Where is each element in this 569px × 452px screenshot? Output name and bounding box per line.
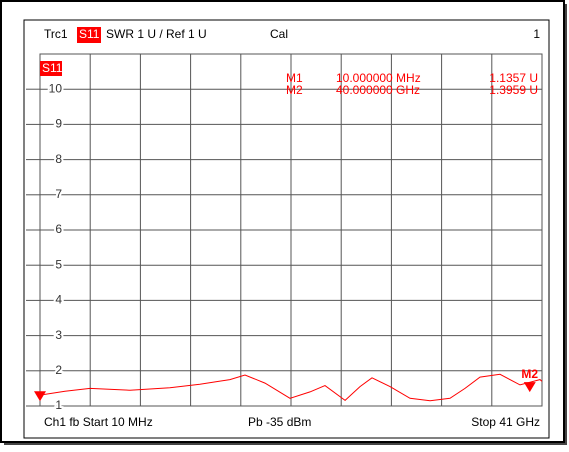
marker-label: M2: [521, 367, 538, 381]
trace-label: S11: [42, 61, 63, 75]
cal: Cal: [270, 27, 288, 41]
marker-readout-value: 1.1357 U: [489, 71, 538, 85]
marker-readout-freq: 10.000000 MHz: [336, 71, 421, 85]
marker-readout-value: 1.3959 U: [489, 83, 538, 97]
y-tick-label: 6: [55, 222, 62, 236]
trace-name: Trc1: [44, 27, 68, 41]
y-tick-label: 10: [49, 81, 63, 95]
marker: [523, 382, 536, 393]
marker: [34, 391, 46, 402]
y-tick-label: 9: [55, 117, 62, 131]
footer-power: Pb -35 dBm: [248, 415, 311, 429]
y-tick-label: 1: [55, 398, 62, 412]
channel-number: 1: [533, 27, 540, 41]
y-tick-label: 4: [55, 293, 62, 307]
y-tick-label: 5: [55, 257, 62, 271]
footer-stop: Stop 41 GHz: [471, 415, 540, 429]
y-tick-label: 3: [55, 328, 62, 342]
y-tick-label: 8: [55, 152, 62, 166]
trace: [39, 373, 543, 402]
marker-readout-freq: 40.000000 GHz: [336, 83, 420, 97]
footer-start: Ch1 fb Start 10 MHz: [44, 415, 153, 429]
y-tick-label: 2: [55, 363, 62, 377]
marker-readout-name: M2: [286, 83, 303, 97]
y-tick-label: 7: [55, 187, 62, 201]
marker-readout-name: M1: [286, 71, 303, 85]
param-badge: [77, 27, 101, 43]
trace-badge: [40, 61, 62, 76]
param: S11: [79, 27, 100, 41]
format: SWR 1 U / Ref 1 U: [106, 27, 207, 41]
